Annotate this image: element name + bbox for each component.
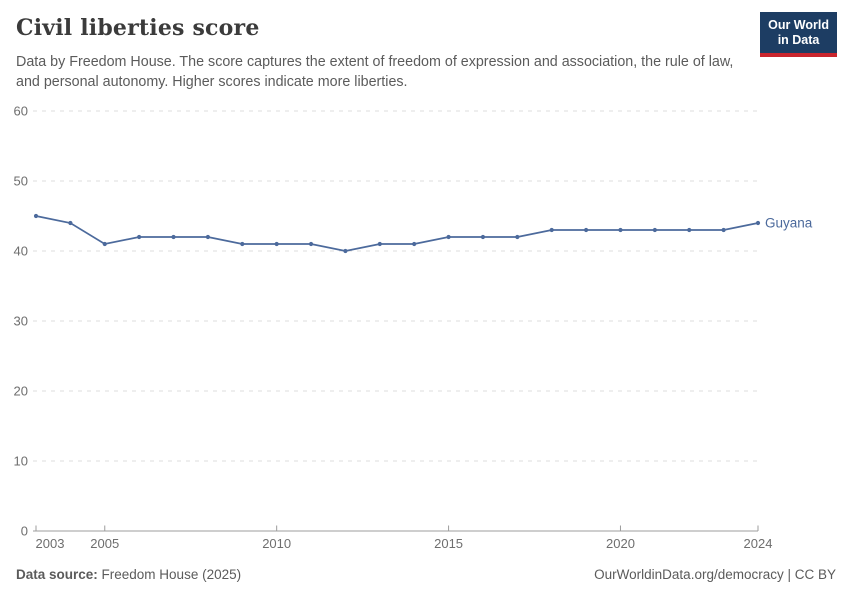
- owid-url-link[interactable]: OurWorldinData.org/democracy | CC BY: [594, 567, 836, 582]
- data-point[interactable]: [68, 220, 73, 226]
- data-point[interactable]: [171, 234, 176, 240]
- data-source-value: Freedom House (2025): [97, 567, 242, 582]
- y-tick-label: 50: [14, 174, 28, 189]
- data-point[interactable]: [308, 241, 314, 247]
- page-title: Civil liberties score: [16, 15, 260, 41]
- owid-logo-line1: Our World: [768, 18, 829, 32]
- data-point[interactable]: [652, 227, 657, 233]
- x-tick-label: 2010: [262, 536, 291, 551]
- data-point[interactable]: [33, 213, 39, 219]
- data-point[interactable]: [205, 234, 211, 240]
- y-tick-label: 60: [14, 104, 28, 119]
- data-point[interactable]: [583, 227, 589, 233]
- y-tick-label: 20: [14, 384, 28, 399]
- owid-logo[interactable]: Our World in Data: [760, 12, 837, 57]
- owid-logo-line2: in Data: [777, 33, 820, 47]
- y-tick-label: 10: [14, 454, 28, 469]
- data-point[interactable]: [343, 248, 348, 254]
- chart-footer: Data source: Freedom House (2025) OurWor…: [0, 567, 850, 582]
- y-tick-label: 30: [14, 314, 28, 329]
- chart-subtitle: Data by Freedom House. The score capture…: [16, 54, 734, 91]
- x-tick-label: 2024: [744, 536, 773, 551]
- data-point[interactable]: [755, 220, 761, 226]
- data-point[interactable]: [549, 227, 554, 233]
- data-point[interactable]: [721, 227, 726, 233]
- data-source-label: Data source:: [16, 567, 98, 582]
- data-point[interactable]: [480, 234, 486, 240]
- data-point[interactable]: [687, 227, 692, 233]
- data-point[interactable]: [618, 227, 623, 233]
- data-point[interactable]: [515, 234, 520, 240]
- line-chart[interactable]: 0 10 20 30 40 50 60 2003 2005 2010 2015 2020 2024 Guy…: [0, 95, 850, 560]
- data-source: Data source: Freedom House (2025): [16, 567, 241, 582]
- data-point[interactable]: [446, 234, 451, 240]
- x-tick-label: 2003: [36, 536, 65, 551]
- data-point[interactable]: [102, 241, 107, 247]
- data-point[interactable]: [274, 241, 279, 247]
- data-line[interactable]: [35, 215, 759, 252]
- x-tick-label: 2020: [606, 536, 635, 551]
- data-point[interactable]: [137, 234, 142, 240]
- series-end-label: Guyana: [765, 216, 813, 231]
- data-point[interactable]: [240, 241, 245, 247]
- data-point[interactable]: [377, 241, 382, 247]
- x-tick-label: 2005: [90, 536, 119, 551]
- chart-area[interactable]: 0 10 20 30 40 50 60 2003 2005 2010 2015 2020 2024 Guy…: [0, 95, 850, 560]
- y-tick-label: 40: [14, 244, 28, 259]
- y-tick-label: 0: [21, 524, 28, 539]
- data-point[interactable]: [412, 241, 417, 247]
- x-tick-label: 2015: [434, 536, 463, 551]
